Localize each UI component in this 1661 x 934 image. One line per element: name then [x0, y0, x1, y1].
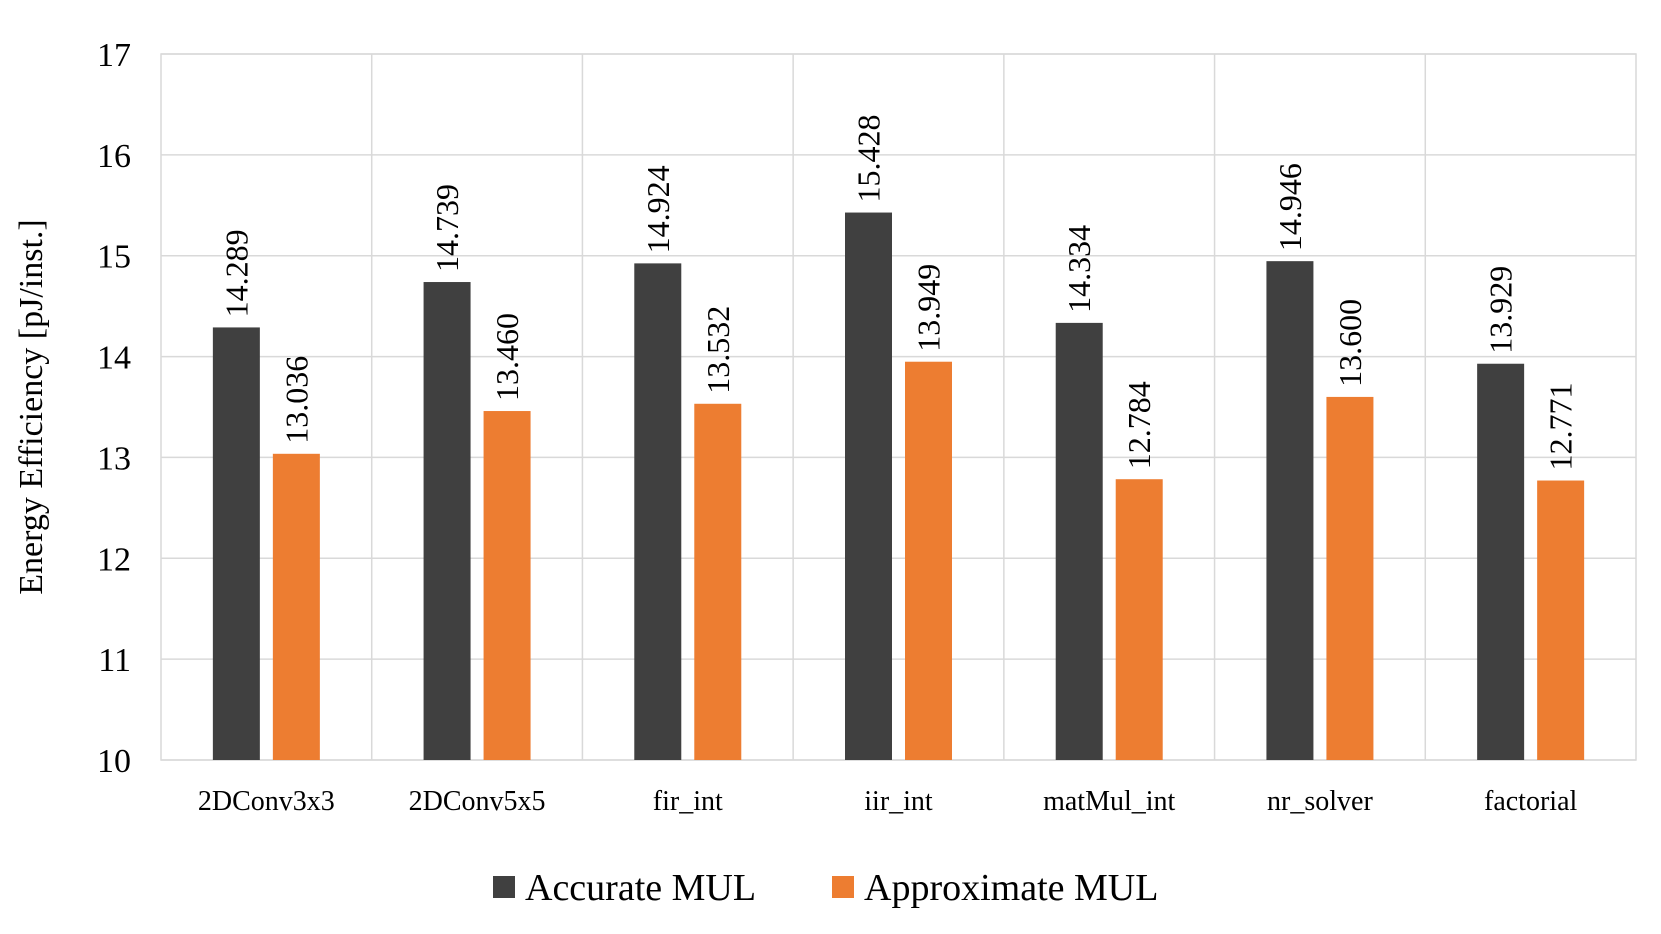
bar-approximate-mul	[1537, 480, 1585, 760]
x-tick-label: factorial	[1484, 786, 1577, 817]
bar-approximate-mul	[1326, 396, 1374, 760]
bar-accurate-mul	[845, 212, 892, 760]
gridlines	[161, 53, 1636, 761]
bar-approximate-mul	[905, 361, 952, 760]
data-label: 13.036	[278, 356, 314, 444]
data-labels: 14.289 13.036 14.739 13.460 14.924 13.532 15.4…	[218, 115, 1578, 471]
y-tick-label: 14	[97, 340, 131, 377]
y-tick-label: 11	[98, 642, 131, 679]
legend-swatch	[493, 876, 515, 898]
data-label: 14.289	[218, 229, 254, 317]
data-label: 14.334	[1061, 225, 1097, 313]
bar-approximate-mul	[1115, 479, 1163, 760]
bar-accurate-mul	[634, 263, 682, 760]
data-label: 14.946	[1272, 163, 1308, 251]
x-tick-label: iir_int	[864, 786, 933, 817]
plot-area-border	[160, 53, 1637, 761]
legend-accurate-mul: Accurate MUL	[493, 867, 756, 909]
bar-approximate-mul	[694, 403, 742, 760]
x-tick-label: fir_int	[653, 786, 723, 817]
data-label: 13.929	[1483, 266, 1519, 354]
bar-accurate-mul	[1477, 363, 1525, 760]
x-axis-ticks: 2DConv3x3 2DConv5x5 fir_int iir_int matMul_i…	[198, 786, 1578, 817]
data-label: 15.428	[851, 115, 887, 203]
y-tick-label: 13	[97, 440, 131, 477]
y-tick-label: 15	[97, 239, 131, 276]
data-label: 13.460	[489, 313, 525, 401]
legend: Accurate MUL Approximate MUL	[493, 867, 1158, 909]
x-tick-label: 2DConv3x3	[198, 786, 335, 817]
bar-accurate-mul	[1055, 322, 1103, 760]
y-tick-label: 12	[97, 541, 131, 578]
data-label: 13.949	[911, 264, 947, 352]
y-axis-ticks: 10 11 12 13 14 15 16 17	[97, 37, 131, 780]
bar-accurate-mul	[423, 282, 471, 760]
legend-approximate-mul: Approximate MUL	[832, 867, 1158, 909]
y-axis-title: Energy Efficiency [pJ/inst.]	[13, 219, 50, 594]
x-tick-label: 2DConv5x5	[409, 786, 546, 817]
x-tick-label: matMul_int	[1043, 786, 1175, 817]
data-label: 14.924	[640, 165, 676, 253]
bar-accurate-mul	[1266, 261, 1314, 760]
data-label: 13.532	[700, 306, 736, 394]
legend-label: Approximate MUL	[864, 867, 1158, 909]
data-label: 12.771	[1543, 383, 1579, 471]
data-label: 13.600	[1332, 299, 1368, 387]
y-tick-label: 16	[97, 138, 131, 175]
bar-accurate-mul	[212, 327, 260, 760]
data-label: 14.739	[429, 184, 465, 272]
bar-approximate-mul	[272, 453, 320, 760]
bar-approximate-mul	[483, 411, 531, 760]
legend-label: Accurate MUL	[525, 867, 756, 909]
y-tick-label: 10	[97, 743, 131, 780]
x-tick-label: nr_solver	[1267, 786, 1373, 817]
y-tick-label: 17	[97, 37, 131, 74]
data-label: 12.784	[1121, 381, 1157, 469]
bars	[212, 212, 1585, 760]
legend-swatch	[832, 876, 854, 898]
